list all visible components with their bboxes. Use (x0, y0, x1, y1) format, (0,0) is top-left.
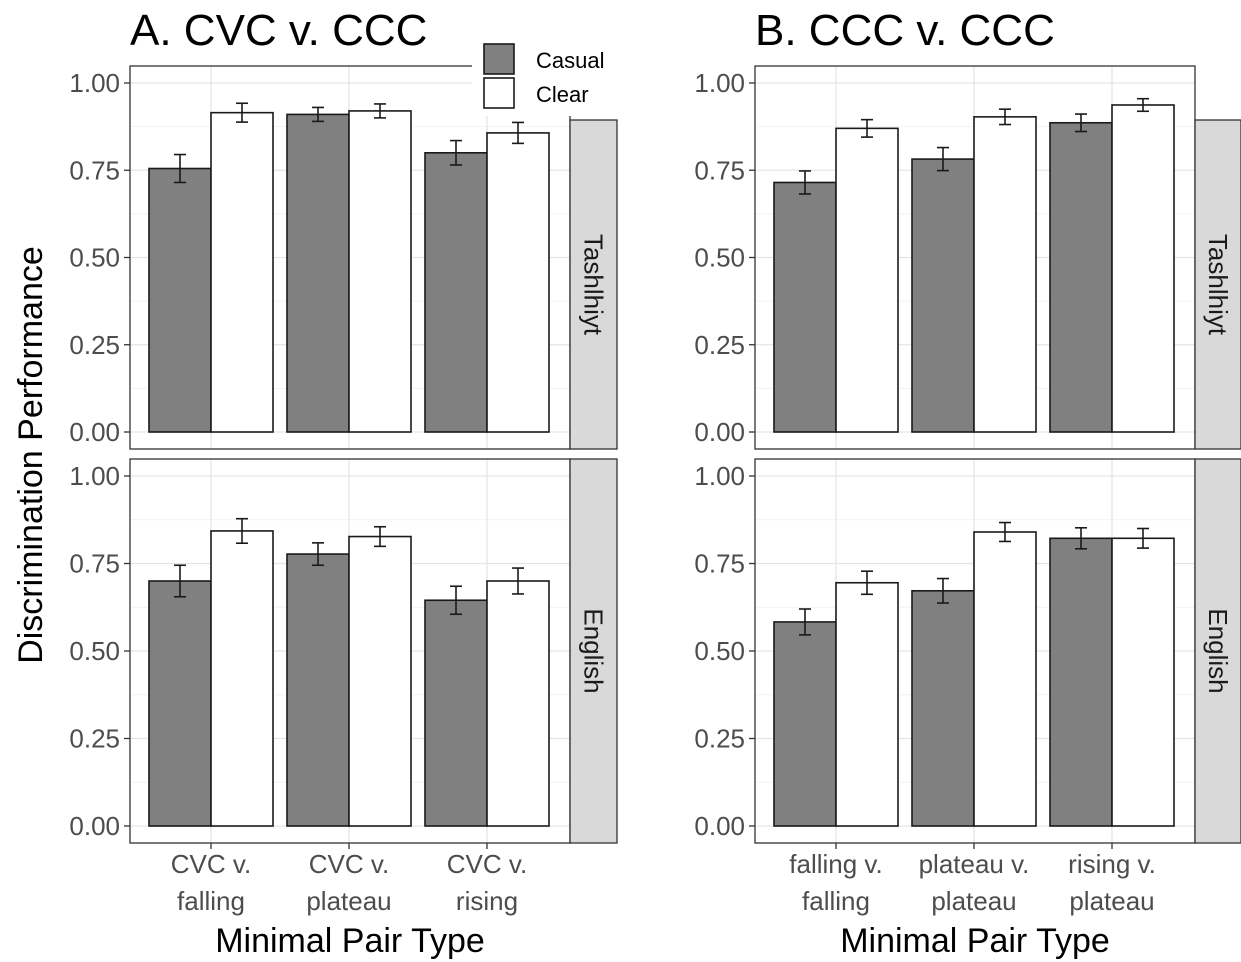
x-tick-label: CVC v. (309, 849, 389, 879)
bar-clear (1111, 537, 1175, 827)
bar-casual (424, 152, 488, 433)
y-tick-label: 0.25 (694, 330, 745, 360)
bar-casual (911, 589, 975, 827)
bar-casual (773, 181, 837, 433)
x-tick-label: plateau (931, 886, 1016, 916)
y-tick-label: 1.00 (69, 461, 120, 491)
panel-title: A. CVC v. CCC (130, 6, 427, 55)
y-tick-label: 0.00 (69, 417, 120, 447)
bar-casual (148, 167, 212, 433)
y-tick-label: 0.50 (69, 636, 120, 666)
bar-clear (486, 580, 550, 827)
y-tick-label: 0.75 (694, 155, 745, 185)
bar-clear (348, 110, 412, 433)
x-tick-label: falling v. (789, 849, 882, 879)
facet-strip (569, 458, 618, 844)
y-tick-label: 0.50 (69, 243, 120, 273)
y-tick-label: 0.75 (69, 549, 120, 579)
y-tick-label: 1.00 (694, 461, 745, 491)
bar-clear (973, 116, 1037, 433)
facet-strip-label: Tashlhiyt (1203, 234, 1233, 336)
bar-clear (835, 581, 899, 827)
y-tick-label: 1.00 (69, 68, 120, 98)
x-tick-label: falling (802, 886, 870, 916)
legend-key-casual (483, 43, 515, 75)
y-tick-label: 0.25 (694, 724, 745, 754)
bar-casual (286, 113, 350, 433)
bar-casual (1049, 121, 1113, 433)
x-tick-label: falling (177, 886, 245, 916)
facet-strip (1194, 119, 1241, 450)
bar-casual (773, 621, 837, 827)
y-tick-label: 0.00 (694, 417, 745, 447)
panel-title: B. CCC v. CCC (755, 6, 1055, 55)
facet-strip-label: English (579, 608, 609, 693)
x-axis-title: Minimal Pair Type (840, 922, 1110, 960)
y-tick-label: 0.75 (69, 155, 120, 185)
bar-casual (148, 580, 212, 827)
x-tick-label: plateau (1069, 886, 1154, 916)
y-tick-label: 0.25 (69, 330, 120, 360)
bar-casual (911, 158, 975, 433)
x-tick-label: CVC v. (171, 849, 251, 879)
x-axis-title: Minimal Pair Type (215, 922, 485, 960)
bar-casual (1049, 537, 1113, 827)
bar-clear (1111, 104, 1175, 433)
bar-clear (348, 535, 412, 827)
y-tick-label: 0.00 (69, 811, 120, 841)
x-tick-label: CVC v. (447, 849, 527, 879)
facet-strip (1194, 458, 1241, 844)
x-tick-label: rising (456, 886, 518, 916)
legend-label: Casual (536, 48, 604, 73)
y-tick-label: 1.00 (694, 68, 745, 98)
x-tick-label: rising v. (1068, 849, 1156, 879)
bar-clear (486, 132, 550, 433)
bar-clear (210, 111, 274, 433)
legend-label: Clear (536, 82, 589, 107)
bar-casual (424, 599, 488, 827)
x-tick-label: plateau (306, 886, 391, 916)
facet-strip (569, 119, 618, 450)
facet-strip-label: English (1203, 608, 1233, 693)
y-tick-label: 0.00 (694, 811, 745, 841)
y-tick-label: 0.75 (694, 549, 745, 579)
y-axis-title: Discrimination Performance (12, 246, 50, 664)
bar-casual (286, 553, 350, 827)
y-tick-label: 0.50 (694, 636, 745, 666)
bar-clear (210, 530, 274, 827)
bar-clear (835, 127, 899, 433)
legend-key-clear (483, 77, 515, 109)
y-tick-label: 0.25 (69, 724, 120, 754)
x-tick-label: plateau v. (919, 849, 1030, 879)
y-tick-label: 0.50 (694, 243, 745, 273)
facet-strip-label: Tashlhiyt (579, 234, 609, 336)
bar-clear (973, 531, 1037, 827)
